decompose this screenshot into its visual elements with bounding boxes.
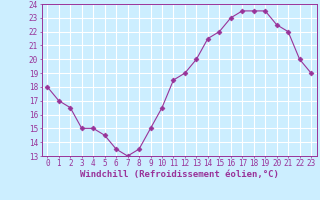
X-axis label: Windchill (Refroidissement éolien,°C): Windchill (Refroidissement éolien,°C) — [80, 170, 279, 179]
